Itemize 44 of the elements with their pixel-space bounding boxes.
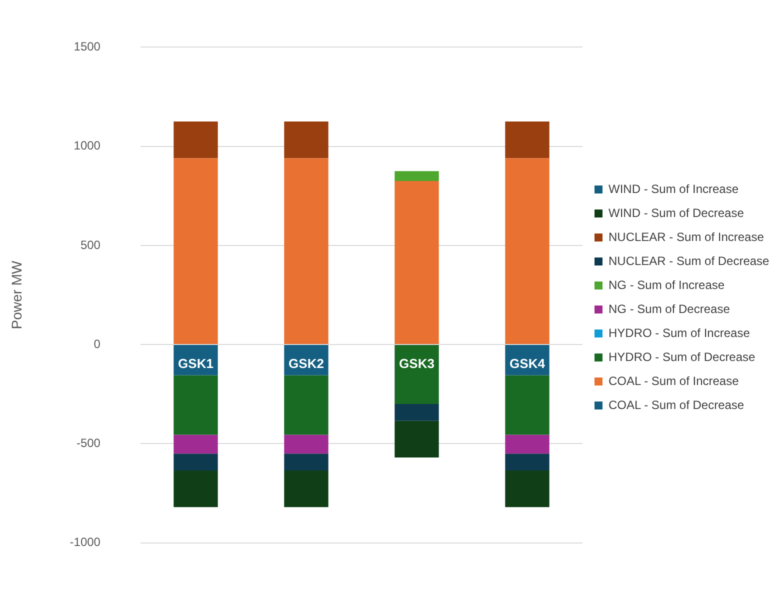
bar (174, 454, 218, 470)
bar (394, 181, 439, 344)
y-tick-label: -1000 (70, 535, 101, 550)
bar (284, 470, 328, 508)
x-tick-label: GSK2 (288, 356, 324, 372)
bar (505, 375, 550, 435)
bar (394, 404, 439, 421)
legend-label: NG - Sum of Decrease (608, 302, 730, 316)
bar (505, 122, 550, 158)
bar (284, 122, 328, 158)
bar (174, 434, 218, 454)
bar (174, 375, 218, 435)
y-tick-label: 1500 (74, 40, 101, 54)
legend-label: HYDRO - Sum of Increase (608, 326, 750, 340)
y-axis-title: Power MW (8, 260, 24, 330)
bar (284, 158, 328, 344)
bar (284, 434, 328, 454)
bar (174, 470, 218, 508)
bar (505, 470, 550, 508)
bar (394, 420, 439, 458)
legend-label: NUCLEAR - Sum of Increase (608, 230, 764, 244)
bar (284, 375, 328, 435)
bar (394, 345, 439, 404)
y-tick-label: 500 (80, 238, 101, 252)
legend-label: NUCLEAR - Sum of Decrease (608, 254, 770, 268)
bar (394, 171, 439, 182)
legend-label: HYDRO - Sum of Decrease (608, 350, 756, 364)
legend-label: COAL - Sum of Increase (608, 374, 740, 388)
bar (174, 158, 218, 344)
x-tick-label: GSK4 (510, 356, 546, 372)
x-tick-label: GSK3 (399, 356, 434, 372)
bar (505, 158, 550, 344)
y-tick-label: -500 (76, 436, 101, 450)
bar (174, 122, 218, 158)
x-tick-label: GSK1 (178, 356, 214, 372)
bar (284, 454, 328, 470)
legend-label: COAL - Sum of Decrease (608, 398, 744, 412)
bar (505, 454, 550, 470)
bar (505, 434, 550, 454)
legend-label: NG - Sum of Increase (608, 278, 725, 292)
legend-label: WIND - Sum of Decrease (608, 206, 744, 220)
y-tick-label: 1000 (74, 138, 101, 153)
legend-label: WIND - Sum of Increase (608, 182, 739, 196)
y-tick-label: 0 (94, 336, 101, 351)
